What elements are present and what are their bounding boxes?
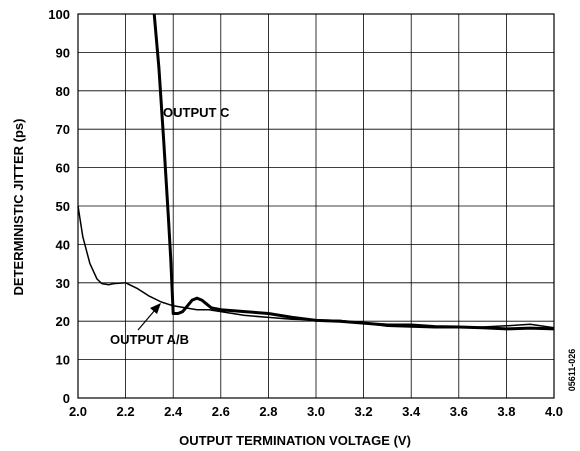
y-tick-label: 10 bbox=[56, 353, 70, 368]
tick-labels: 2.0 2.2 2.4 2.6 2.8 3.0 3.2 3.4 3.6 3.8 4.0 0 10 20 30… bbox=[48, 7, 563, 419]
x-tick-label: 3.0 bbox=[307, 404, 325, 419]
x-axis-label: OUTPUT TERMINATION VOLTAGE (V) bbox=[179, 433, 411, 448]
x-tick-label: 3.6 bbox=[450, 404, 468, 419]
x-tick-label: 2.8 bbox=[259, 404, 277, 419]
y-tick-label: 80 bbox=[56, 84, 70, 99]
x-tick-label: 4.0 bbox=[545, 404, 563, 419]
x-tick-label: 3.2 bbox=[355, 404, 373, 419]
x-tick-label: 2.6 bbox=[212, 404, 230, 419]
y-tick-label: 70 bbox=[56, 122, 70, 137]
annotation-output-a-b: OUTPUT A/B bbox=[110, 332, 189, 347]
annotation-arrow bbox=[137, 303, 161, 331]
y-tick-label: 100 bbox=[48, 7, 70, 22]
series-lines bbox=[77, 13, 555, 331]
x-tick-label: 3.4 bbox=[402, 404, 421, 419]
y-tick-label: 90 bbox=[56, 45, 70, 60]
y-tick-label: 40 bbox=[56, 237, 70, 252]
y-tick-label: 30 bbox=[56, 276, 70, 291]
x-tick-label: 2.4 bbox=[164, 404, 183, 419]
series-line-output-a-b bbox=[77, 205, 555, 329]
y-tick-label: 0 bbox=[63, 391, 70, 406]
x-tick-label: 2.2 bbox=[117, 404, 135, 419]
plot-frame bbox=[77, 13, 555, 399]
y-tick-label: 50 bbox=[56, 199, 70, 214]
y-axis-label: DETERMINISTIC JITTER (ps) bbox=[11, 119, 26, 296]
x-tick-label: 2.0 bbox=[69, 404, 87, 419]
annotation-output-c: OUTPUT C bbox=[163, 105, 230, 120]
series-line-output-c bbox=[152, 13, 555, 331]
figure-id: 05611-026 bbox=[567, 349, 577, 392]
y-tick-label: 60 bbox=[56, 161, 70, 176]
x-tick-label: 3.8 bbox=[497, 404, 515, 419]
y-tick-label: 20 bbox=[56, 314, 70, 329]
